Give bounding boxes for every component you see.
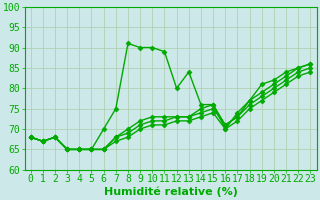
X-axis label: Humidité relative (%): Humidité relative (%) — [104, 187, 237, 197]
